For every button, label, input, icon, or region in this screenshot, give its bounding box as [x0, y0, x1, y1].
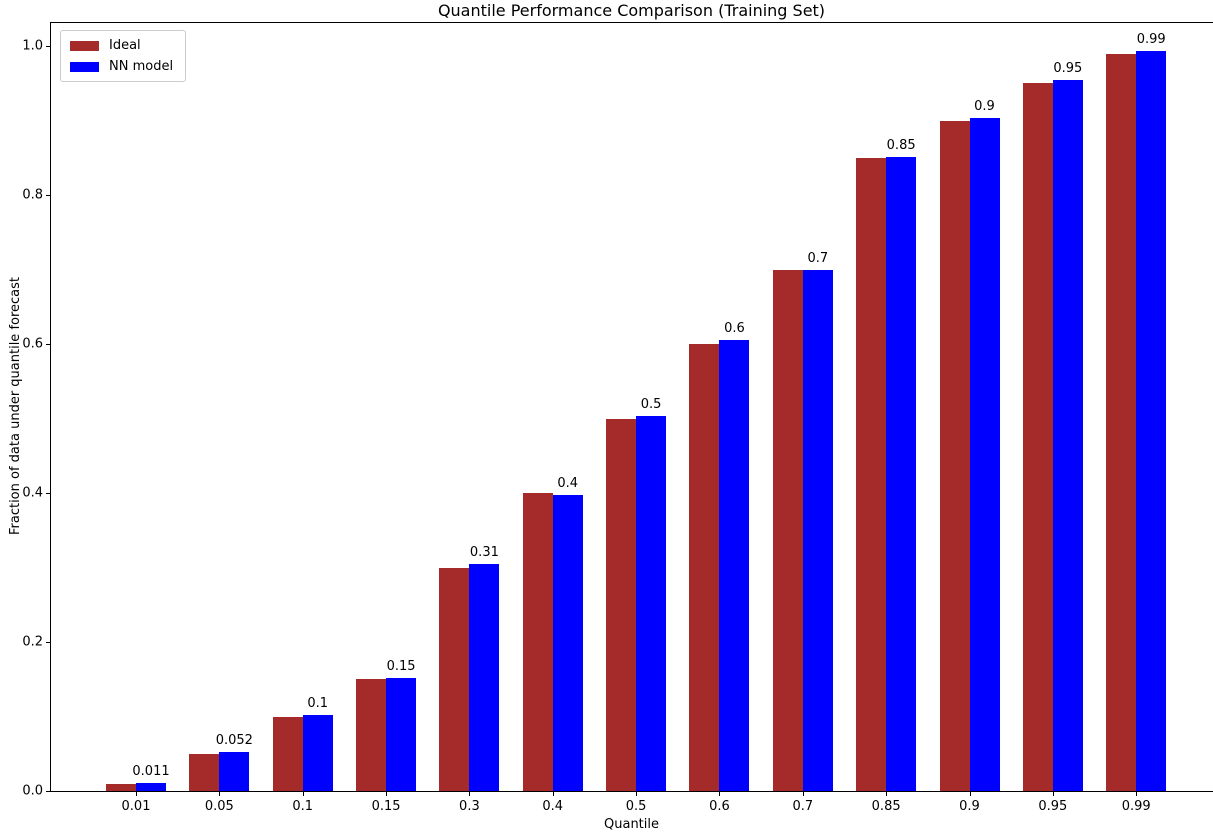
bar-value-label: 0.7: [807, 250, 829, 266]
x-axis-label: Quantile: [604, 817, 659, 832]
bar-ideal: [1022, 83, 1053, 791]
x-tick-label: 0.01: [121, 799, 151, 814]
y-axis-label: Fraction of data under quantile forecast: [8, 276, 23, 536]
x-tick: [219, 792, 221, 796]
y-tick: [46, 195, 50, 197]
y-tick-label: 0.0: [22, 783, 43, 799]
x-tick: [469, 792, 471, 796]
x-tick: [802, 792, 804, 796]
y-tick-label: 0.6: [22, 336, 43, 352]
x-tick-label: 0.7: [792, 799, 814, 814]
x-tick: [969, 792, 971, 796]
x-tick-label: 0.99: [1121, 799, 1151, 814]
bar-nn-model: [636, 416, 667, 791]
bar-ideal: [772, 270, 803, 791]
bar-nn-model: [136, 783, 166, 791]
y-tick: [46, 791, 50, 792]
x-tick-label: 0.1: [292, 799, 314, 814]
y-tick-label: 1.0: [22, 38, 43, 54]
legend-swatch-ideal: [70, 40, 99, 51]
x-tick-label: 0.5: [625, 799, 647, 814]
y-tick: [46, 493, 50, 495]
bar-ideal: [689, 344, 720, 791]
bar-ideal: [1106, 54, 1137, 791]
x-tick-label: 0.3: [459, 799, 480, 814]
bar-nn-model: [1052, 80, 1083, 791]
bar-value-label: 0.6: [724, 321, 745, 337]
bar-ideal: [606, 419, 637, 791]
bar-value-label: 0.1: [307, 696, 329, 712]
y-tick-label: 0.2: [22, 634, 43, 650]
y-tick: [46, 642, 50, 644]
legend-item-nn-model: NN model: [70, 59, 173, 74]
x-tick: [1052, 792, 1054, 796]
legend-label-ideal: Ideal: [109, 38, 141, 53]
x-tick: [386, 792, 388, 796]
x-tick: [719, 792, 721, 796]
bar-nn-model: [719, 340, 750, 791]
bar-nn-model: [219, 752, 250, 791]
legend-item-ideal: Ideal: [70, 38, 173, 53]
x-tick-label: 0.85: [871, 799, 901, 814]
legend: Ideal NN model: [60, 30, 187, 82]
bar-nn-model: [552, 495, 583, 791]
x-tick: [636, 792, 638, 796]
y-tick-label: 0.4: [22, 485, 43, 501]
bar-nn-model: [969, 118, 1000, 791]
x-tick: [136, 792, 137, 796]
x-tick-label: 0.15: [371, 799, 401, 814]
bar-ideal: [106, 784, 136, 791]
bar-ideal: [856, 158, 887, 791]
bar-nn-model: [886, 157, 917, 791]
bar-value-label: 0.5: [640, 397, 662, 413]
x-tick-label: 0.4: [542, 799, 564, 814]
bar-ideal: [939, 121, 970, 791]
bar-value-label: 0.31: [469, 544, 499, 560]
y-tick: [46, 46, 50, 48]
bar-value-label: 0.4: [557, 475, 579, 491]
x-tick-label: 0.05: [204, 799, 234, 814]
bar-ideal: [189, 754, 220, 791]
bar-value-label: 0.15: [386, 658, 416, 674]
bar-value-label: 0.011: [132, 763, 170, 779]
bar-nn-model: [802, 270, 833, 791]
legend-swatch-nn-model: [70, 61, 99, 72]
x-tick-label: 0.95: [1038, 799, 1068, 814]
x-tick: [1136, 792, 1138, 796]
bar-ideal: [439, 568, 470, 791]
bar-value-label: 0.9: [974, 99, 995, 115]
x-tick-label: 0.6: [709, 799, 730, 814]
bar-value-label: 0.95: [1053, 60, 1083, 76]
x-tick: [552, 792, 554, 796]
bar-nn-model: [469, 564, 500, 791]
x-tick: [886, 792, 888, 796]
plot-area: Ideal NN model 0.01 0.011 0.05 0.052 0.1 0.1 0…: [22, 22, 1213, 814]
x-tick-label: 0.9: [959, 799, 980, 814]
bar-value-label: 0.85: [886, 138, 916, 154]
x-tick: [302, 792, 304, 796]
bar-ideal: [356, 679, 387, 791]
bar-value-label: 0.99: [1136, 32, 1166, 48]
bar-nn-model: [302, 715, 333, 791]
bar-nn-model: [386, 678, 417, 791]
bar-nn-model: [1136, 51, 1167, 791]
bar-value-label: 0.052: [215, 733, 253, 749]
y-tick-label: 0.8: [22, 187, 43, 203]
chart-title: Quantile Performance Comparison (Trainin…: [437, 1, 826, 20]
bar-ideal: [522, 493, 553, 791]
bar-ideal: [272, 717, 303, 791]
y-tick: [46, 344, 50, 346]
legend-label-nn-model: NN model: [109, 59, 174, 74]
